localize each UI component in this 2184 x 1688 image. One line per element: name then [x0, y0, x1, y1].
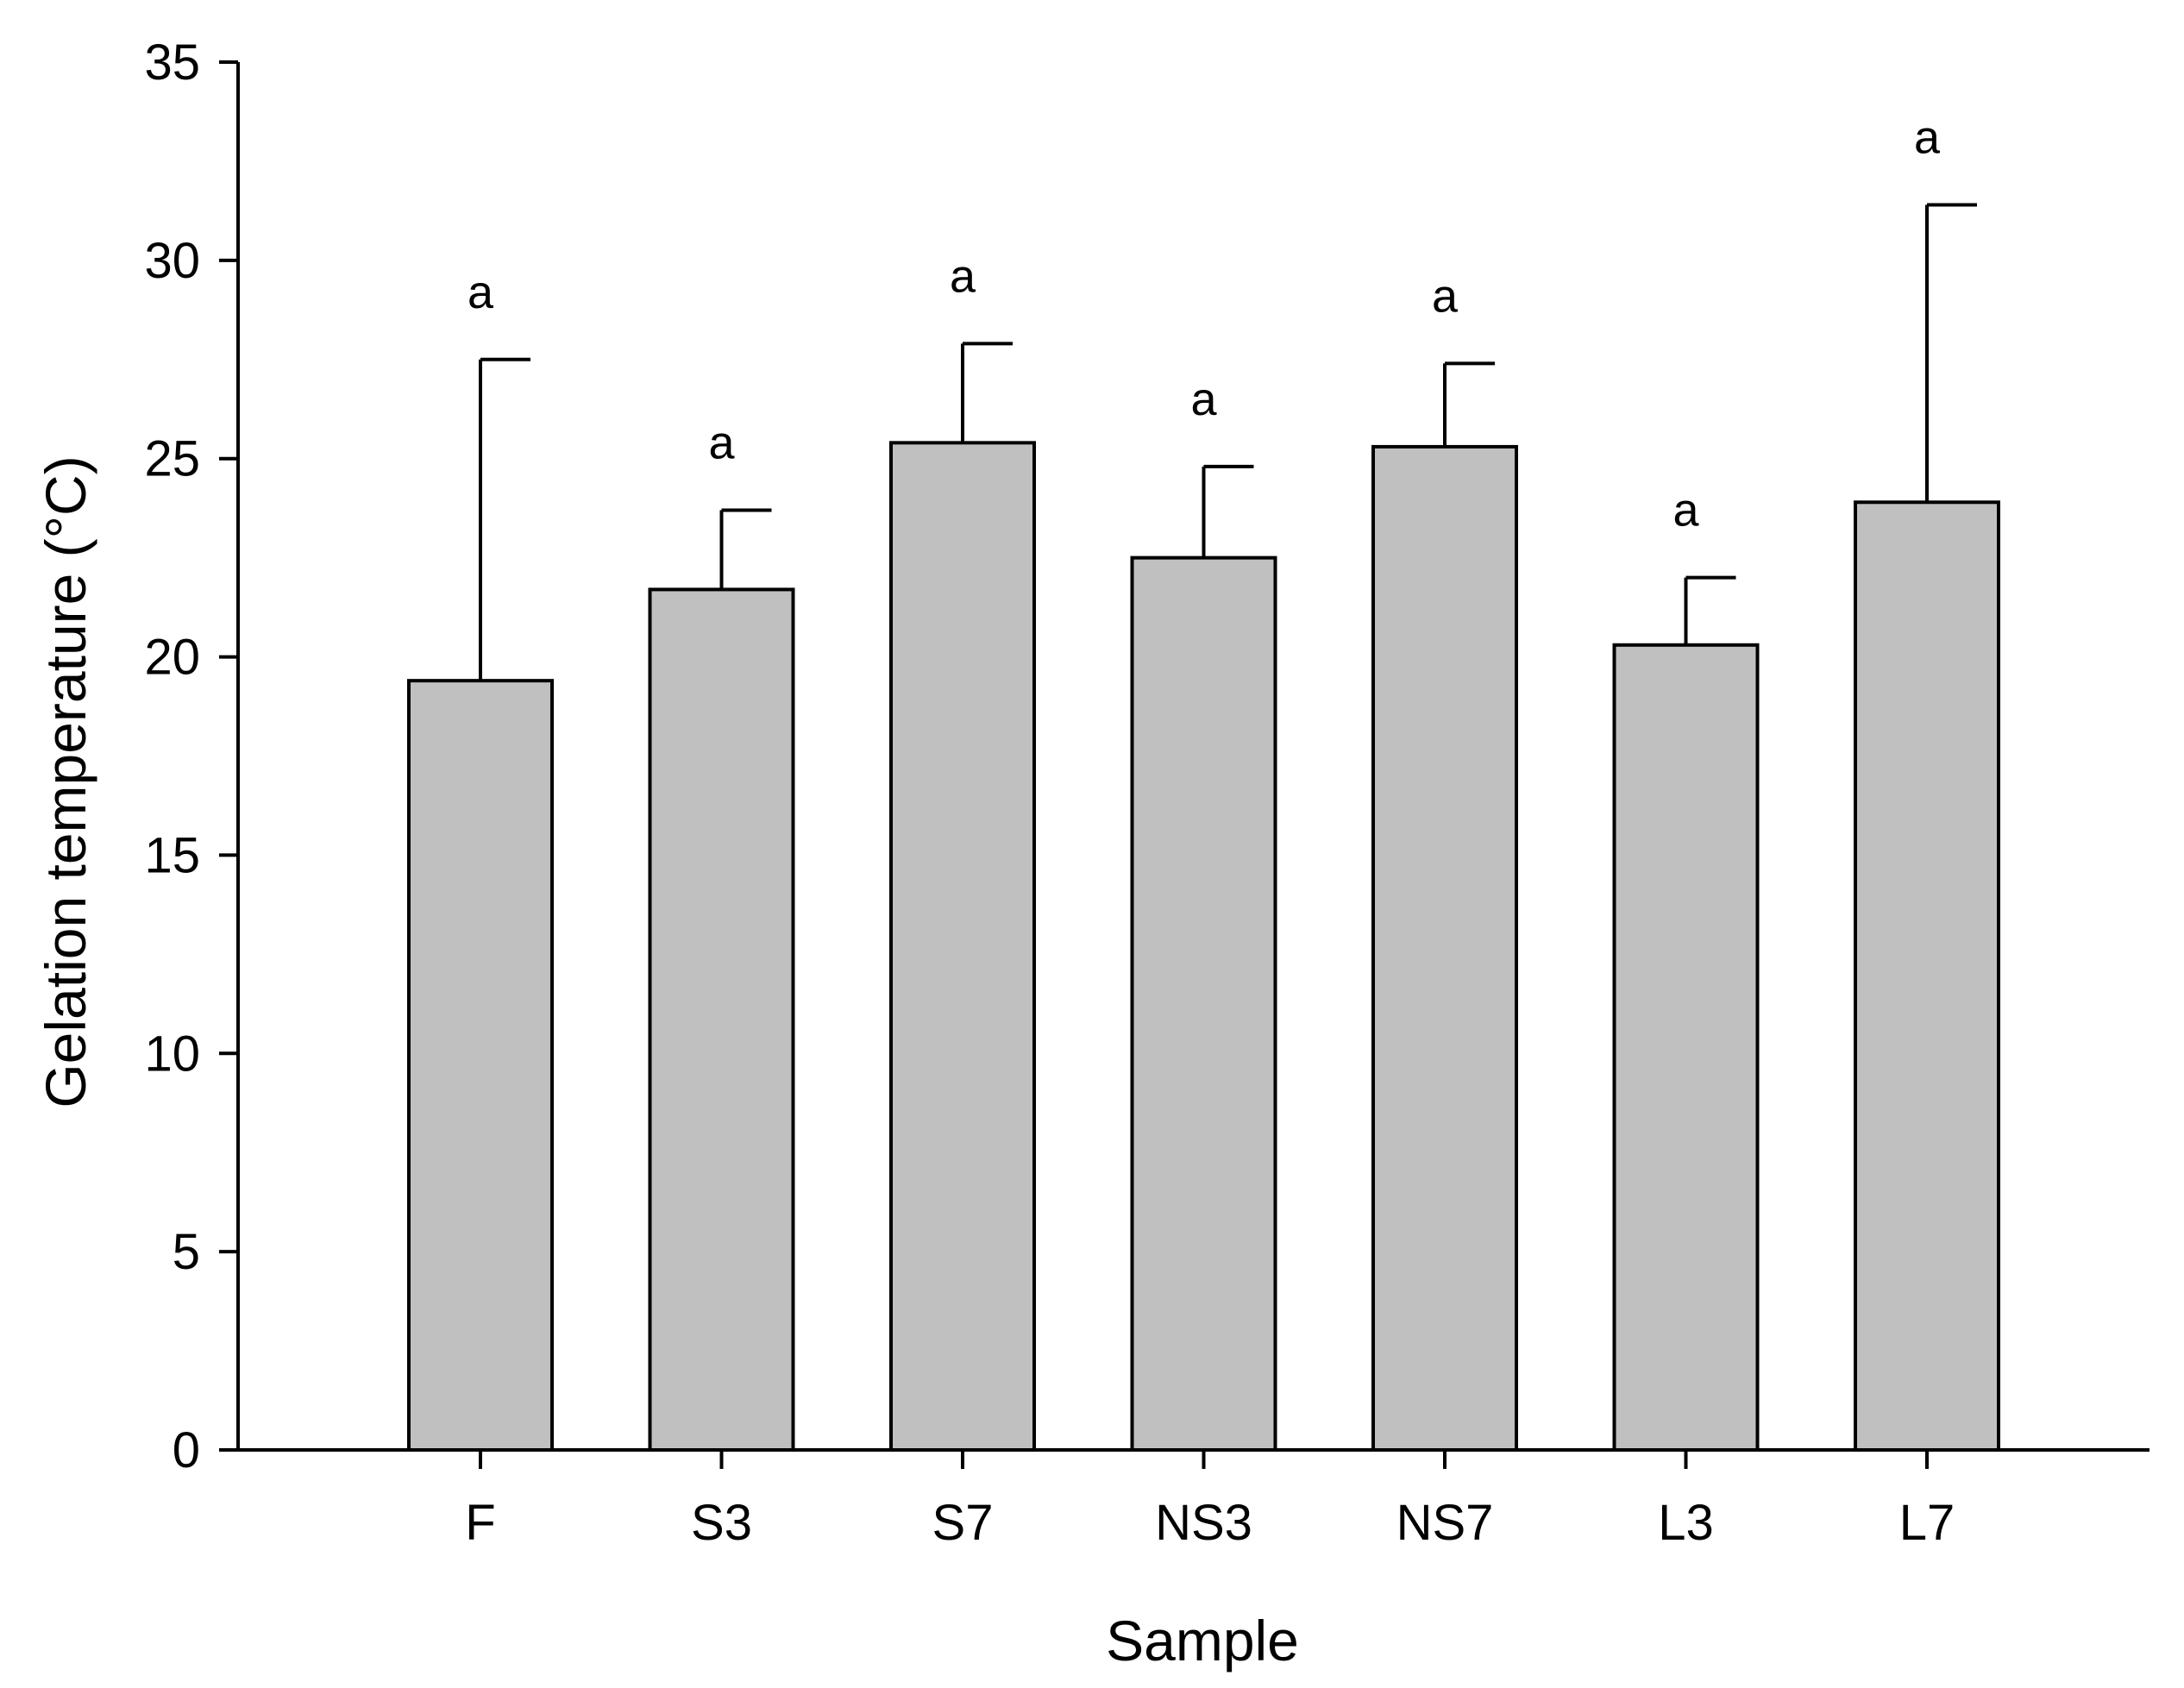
y-tick-label: 30 — [144, 233, 200, 289]
error-bar-l3 — [1684, 575, 1736, 645]
bar-s3 — [648, 587, 795, 1452]
bar-ns3 — [1130, 555, 1277, 1453]
x-tick-label-ns3: NS3 — [1155, 1495, 1252, 1551]
x-tick-label-s7: S7 — [932, 1495, 994, 1551]
y-tick-label: 10 — [144, 1026, 200, 1082]
significance-label-ns3: a — [1190, 373, 1217, 425]
significance-label-s3: a — [708, 417, 735, 468]
bar-f — [407, 679, 554, 1452]
y-tick-label: 35 — [144, 35, 200, 91]
error-bar-s7 — [961, 342, 1013, 443]
x-tick-label-ns7: NS7 — [1396, 1495, 1494, 1551]
significance-label-ns7: a — [1432, 270, 1459, 322]
y-axis-title: Gelation temperature (°C) — [34, 455, 97, 1108]
y-ticks-layer: 0 5 10 15 20 25 30 35 — [144, 35, 238, 1478]
bars-layer — [407, 441, 2000, 1453]
significance-label-f: a — [468, 267, 494, 318]
significance-label-l7: a — [1914, 111, 1941, 163]
bar-s7 — [889, 441, 1036, 1453]
error-bar-ns7 — [1443, 361, 1495, 447]
significance-label-s7: a — [950, 250, 976, 302]
error-bar-f — [479, 357, 530, 681]
error-bars-layer — [479, 203, 1977, 681]
significance-label-l3: a — [1673, 485, 1699, 537]
x-axis-title: Sample — [1106, 1609, 1299, 1672]
axes-layer — [219, 62, 2149, 1452]
error-bar-s3 — [719, 508, 772, 590]
x-tick-label-l7: L7 — [1899, 1495, 1955, 1551]
error-bar-l7 — [1925, 203, 1977, 503]
bar-l7 — [1854, 500, 2000, 1452]
bar-ns7 — [1371, 444, 1518, 1452]
error-bar-ns3 — [1202, 464, 1254, 558]
y-tick-label: 20 — [144, 630, 200, 686]
bar-l3 — [1612, 643, 1760, 1452]
significance-labels-layer: a a a a a a a — [468, 111, 1941, 536]
x-tick-label-f: F — [465, 1495, 495, 1551]
y-tick-label: 0 — [173, 1422, 200, 1478]
x-tick-label-s3: S3 — [691, 1495, 752, 1551]
y-tick-label: 5 — [173, 1224, 200, 1280]
x-ticks-layer: F S3 S7 NS3 NS7 L3 L7 — [465, 1450, 1955, 1551]
y-tick-label: 25 — [144, 431, 200, 487]
y-tick-label: 15 — [144, 827, 200, 883]
x-tick-label-l3: L3 — [1658, 1495, 1714, 1551]
